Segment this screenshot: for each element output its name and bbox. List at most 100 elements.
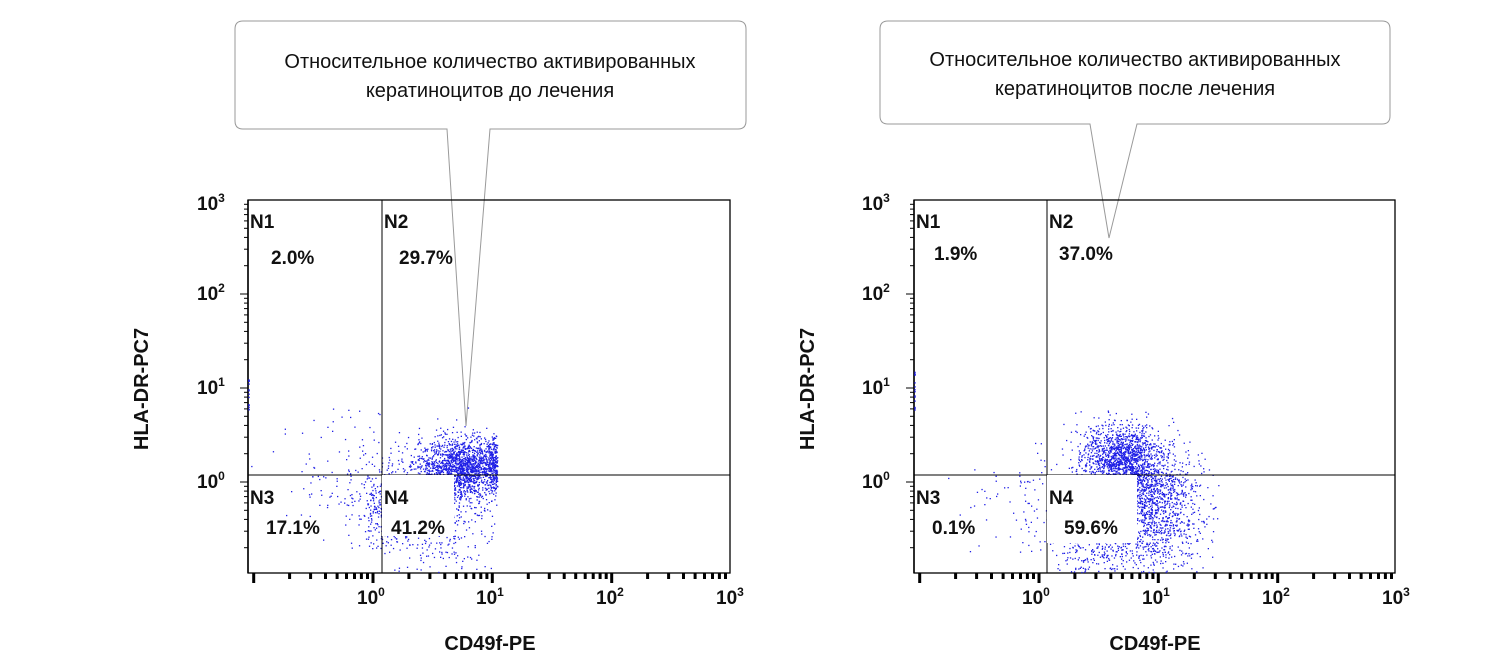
- event-point: [379, 502, 381, 504]
- event-point: [1104, 421, 1106, 423]
- event-point: [1116, 452, 1118, 455]
- event-point: [456, 471, 458, 473]
- event-point: [447, 454, 450, 456]
- event-point: [461, 462, 464, 464]
- event-point: [493, 479, 495, 482]
- event-point: [1161, 509, 1163, 511]
- event-point: [475, 490, 477, 492]
- quadrant-n3-percent-before: 17.1%: [266, 518, 320, 539]
- event-point: [1121, 442, 1123, 444]
- event-point: [452, 470, 454, 472]
- event-point: [1122, 467, 1124, 469]
- event-point: [479, 493, 481, 495]
- event-point: [1132, 439, 1134, 442]
- event-point: [350, 416, 352, 419]
- event-point: [1139, 458, 1141, 460]
- event-point: [436, 466, 438, 468]
- event-point: [379, 490, 381, 493]
- event-point: [417, 472, 420, 474]
- event-point: [1087, 454, 1089, 456]
- event-point: [1095, 443, 1097, 445]
- event-point: [458, 502, 461, 504]
- event-point: [1145, 437, 1147, 439]
- event-point: [358, 524, 360, 526]
- event-point: [373, 527, 375, 529]
- event-point: [469, 502, 471, 504]
- event-point: [1141, 471, 1143, 474]
- event-point: [486, 446, 489, 448]
- event-point: [379, 490, 382, 492]
- event-point: [458, 479, 461, 482]
- event-point: [1157, 471, 1160, 474]
- event-point: [393, 535, 395, 538]
- event-point: [463, 487, 465, 489]
- event-point: [1166, 459, 1168, 462]
- event-point: [1148, 444, 1150, 446]
- event-point: [422, 451, 424, 453]
- event-point: [445, 468, 447, 470]
- event-point: [488, 440, 490, 442]
- event-point: [452, 457, 454, 459]
- event-point: [462, 470, 464, 472]
- event-point: [1147, 475, 1150, 477]
- event-point: [449, 455, 451, 457]
- event-point: [492, 457, 494, 459]
- event-point: [479, 454, 481, 456]
- event-point: [1081, 455, 1083, 457]
- event-point: [427, 459, 429, 461]
- event-point: [1149, 484, 1151, 486]
- event-point: [475, 437, 478, 439]
- event-point: [484, 437, 486, 439]
- quadrant-n4-percent-before: 41.2%: [391, 518, 445, 539]
- event-point: [469, 475, 472, 477]
- event-point: [1095, 425, 1097, 428]
- event-point: [495, 481, 497, 483]
- event-point: [1145, 484, 1147, 486]
- event-point: [468, 444, 470, 446]
- event-point: [1092, 472, 1095, 474]
- event-point: [1087, 437, 1089, 439]
- event-point: [372, 493, 374, 496]
- event-point: [447, 441, 450, 443]
- event-point: [476, 473, 478, 475]
- event-point: [409, 544, 411, 546]
- event-point: [461, 467, 463, 469]
- event-point: [485, 458, 487, 460]
- event-point: [1138, 473, 1141, 476]
- event-point: [1120, 441, 1122, 443]
- event-point: [480, 459, 483, 462]
- event-point: [454, 456, 456, 458]
- event-point: [425, 464, 427, 466]
- event-point: [1125, 469, 1127, 471]
- event-point: [484, 438, 487, 441]
- event-point: [491, 436, 493, 438]
- event-point: [428, 471, 430, 473]
- event-point: [456, 485, 459, 487]
- event-point: [1138, 465, 1140, 468]
- n4-label-box-before: [382, 475, 454, 536]
- event-point: [374, 512, 377, 514]
- event-point: [463, 465, 466, 467]
- event-point: [438, 470, 440, 472]
- event-point: [463, 468, 465, 470]
- event-point: [1171, 484, 1174, 486]
- event-point: [470, 478, 473, 481]
- event-point: [1154, 477, 1157, 479]
- event-point: [1150, 490, 1153, 492]
- event-point: [329, 496, 331, 498]
- event-point: [1101, 424, 1103, 426]
- event-point: [1131, 449, 1133, 451]
- event-point: [373, 495, 375, 497]
- event-point: [1187, 450, 1189, 452]
- event-point: [1138, 477, 1141, 479]
- event-point: [1184, 478, 1186, 480]
- event-point: [1172, 489, 1175, 491]
- event-point: [469, 489, 471, 491]
- event-point: [1119, 443, 1121, 446]
- event-point: [394, 441, 397, 443]
- event-point: [454, 488, 456, 490]
- event-point: [1120, 459, 1122, 461]
- event-point: [375, 496, 377, 499]
- event-point: [1109, 441, 1111, 443]
- event-point: [477, 476, 479, 478]
